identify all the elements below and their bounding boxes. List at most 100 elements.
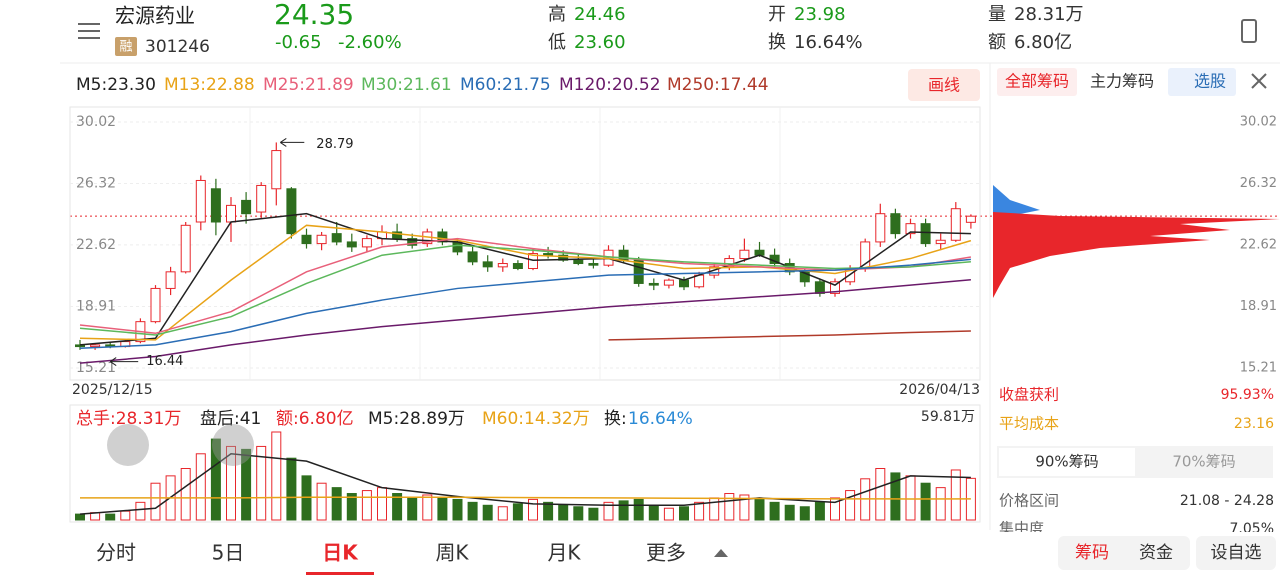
y-tick-label: 26.32 xyxy=(76,175,116,191)
y-tick-label: 22.62 xyxy=(1240,237,1277,252)
volume-bar xyxy=(437,497,448,521)
ma-legend: M25:21.89 xyxy=(263,75,354,95)
candle-body xyxy=(528,253,538,270)
chip-tab[interactable]: 主力筹码 xyxy=(1090,72,1154,91)
volume-bar xyxy=(256,445,267,521)
volume-bar xyxy=(543,501,554,521)
volume-bar xyxy=(512,503,523,521)
candle-body xyxy=(346,241,357,248)
volume-bar xyxy=(618,500,629,521)
candle-body xyxy=(256,184,267,213)
volume-bar xyxy=(890,472,901,521)
draw-button[interactable] xyxy=(908,69,980,101)
candle-body xyxy=(331,233,342,243)
close-icon[interactable] xyxy=(1251,73,1267,89)
tab[interactable]: 周K xyxy=(435,541,469,565)
volume-header: 盘后:41 xyxy=(200,409,261,429)
volume-bar xyxy=(875,468,886,521)
volume-bar xyxy=(950,469,961,521)
tab[interactable]: 5日 xyxy=(212,541,245,565)
price: 24.35 xyxy=(274,0,354,31)
y-tick-label: 26.32 xyxy=(1240,176,1277,191)
volume-header: M5:28.89万 xyxy=(368,409,465,429)
volume-bar xyxy=(195,453,206,521)
range-tab[interactable]: 70%筹码 xyxy=(1172,453,1235,471)
candle-body xyxy=(407,238,418,246)
ma-line xyxy=(79,244,971,336)
candle-body xyxy=(180,224,191,273)
candle-body xyxy=(799,271,810,283)
volume-bar xyxy=(814,501,825,521)
draw-label: 画线 xyxy=(928,76,960,95)
candle-body xyxy=(165,271,176,289)
chip-tab[interactable]: 全部筹码 xyxy=(1005,72,1069,91)
menu-icon[interactable] xyxy=(78,23,100,39)
chip-profile xyxy=(993,212,1280,298)
button[interactable]: 筹码 xyxy=(1075,543,1109,563)
tab[interactable]: 分时 xyxy=(96,541,136,565)
candle-body xyxy=(316,234,327,245)
button-bg xyxy=(1058,536,1190,570)
date-label: 2026/04/13 xyxy=(899,382,980,398)
date-label: 2025/12/15 xyxy=(72,382,153,398)
volume-header: 总手:28.31万 xyxy=(76,409,181,429)
phone-icon[interactable] xyxy=(1241,19,1257,43)
volume-ma-line xyxy=(79,453,971,515)
candle-body xyxy=(301,234,312,245)
volume-bar xyxy=(226,445,236,521)
volume-bar xyxy=(105,513,116,521)
volume-header: M60:14.32万 xyxy=(482,409,590,429)
volume-bar xyxy=(361,490,372,521)
chip-tab[interactable]: 选股 xyxy=(1194,72,1226,91)
range-tab[interactable]: 90%筹码 xyxy=(1035,453,1098,471)
candle-body xyxy=(830,281,840,294)
change: -0.65 xyxy=(275,32,322,53)
candle-body xyxy=(875,213,886,243)
badge-bg xyxy=(115,37,137,56)
volume-header: 16.64% xyxy=(628,409,693,429)
volume-bar xyxy=(316,482,327,521)
volume-bar xyxy=(331,487,342,521)
ma-legend: M250:17.44 xyxy=(667,75,769,95)
more-arrow[interactable] xyxy=(714,549,728,557)
label: 换 xyxy=(768,32,786,53)
tab-bg xyxy=(997,68,1077,96)
tab[interactable]: 月K xyxy=(547,541,581,565)
candle-body xyxy=(467,251,478,263)
ma-legend: M60:21.75 xyxy=(460,75,551,95)
volume-bar xyxy=(694,501,705,521)
value: 23.60 xyxy=(574,32,626,53)
tab-bg xyxy=(1168,68,1236,96)
candle-body xyxy=(512,263,523,270)
ma-line xyxy=(608,330,971,341)
volume-bar xyxy=(467,501,478,521)
price-frame xyxy=(69,106,981,381)
button[interactable]: 资金 xyxy=(1139,543,1173,563)
volume-bar xyxy=(497,506,508,521)
candle-body xyxy=(482,261,493,268)
volume-bar xyxy=(482,504,493,521)
volume-bar xyxy=(210,438,221,521)
tab[interactable]: 更多 xyxy=(646,541,686,565)
volume-bar xyxy=(392,493,403,521)
label: 平均成本 xyxy=(999,415,1059,433)
y-tick-label: 15.21 xyxy=(1240,361,1277,376)
annotation: 16.44 xyxy=(146,354,183,369)
ma-legend: M5:23.30 xyxy=(76,75,156,95)
tab-active[interactable]: 日K xyxy=(322,541,359,565)
volume-bar xyxy=(422,494,433,521)
stock-code: 301246 xyxy=(145,37,210,57)
volume-bar xyxy=(573,506,584,521)
value: 28.31万 xyxy=(1014,4,1084,25)
ma-line xyxy=(79,212,971,346)
value: 6.80亿 xyxy=(1014,32,1072,53)
ma-legend: M120:20.52 xyxy=(559,75,661,95)
candle-body xyxy=(543,253,554,256)
button[interactable]: 设自选 xyxy=(1211,543,1262,563)
candle-body xyxy=(935,239,946,245)
volume-bar xyxy=(241,448,252,521)
candle-body xyxy=(286,188,297,235)
candle-body xyxy=(588,263,599,266)
candle-body xyxy=(679,279,689,288)
